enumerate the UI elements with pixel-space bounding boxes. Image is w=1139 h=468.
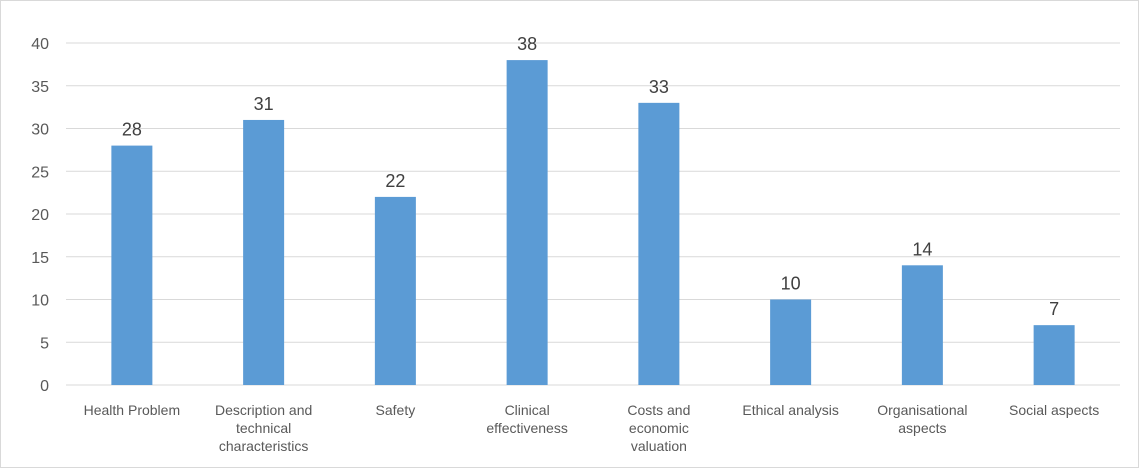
y-tick-label: 30	[31, 122, 49, 139]
data-labels: 28 31 22 38 33 10 14 7	[122, 34, 1059, 319]
bar	[638, 102, 680, 385]
x-category-label: Health Problem	[84, 402, 181, 418]
data-label: 33	[649, 77, 669, 97]
x-category-label: Ethical analysis	[742, 402, 839, 418]
data-label: 38	[517, 34, 537, 54]
y-tick-label: 20	[31, 207, 49, 224]
bar	[374, 196, 416, 385]
x-category-label: Costs and economic valuation	[627, 402, 690, 454]
y-axis-tick-labels: 0 5 10 15 20 25 30 35 40	[31, 36, 49, 395]
data-label: 28	[122, 120, 142, 140]
bars	[111, 60, 1075, 385]
x-category-label: Safety	[376, 402, 416, 418]
y-tick-label: 25	[31, 164, 49, 181]
bar	[111, 145, 153, 385]
bar	[770, 299, 812, 385]
data-label: 22	[385, 171, 405, 191]
x-category-label: Social aspects	[1009, 402, 1099, 418]
gridlines	[66, 42, 1120, 386]
x-category-label: Clinical effectiveness	[486, 402, 567, 436]
x-category-label: Description and technical characteristics	[215, 402, 312, 454]
bar	[901, 265, 943, 385]
y-tick-label: 35	[31, 79, 49, 96]
data-label: 10	[781, 274, 801, 294]
y-tick-label: 15	[31, 250, 49, 267]
x-category-label: Organisational aspects	[877, 402, 967, 436]
data-label: 14	[912, 239, 932, 259]
y-tick-label: 0	[40, 378, 49, 395]
x-axis-category-labels: Health Problem Description and technical ch…	[84, 402, 1100, 454]
y-tick-label: 10	[31, 293, 49, 310]
y-tick-label: 40	[31, 36, 49, 53]
data-label: 31	[254, 94, 274, 114]
bar	[506, 60, 548, 385]
y-tick-label: 5	[40, 335, 49, 352]
bar	[243, 119, 285, 385]
bar	[1033, 325, 1075, 385]
data-label: 7	[1049, 299, 1059, 319]
